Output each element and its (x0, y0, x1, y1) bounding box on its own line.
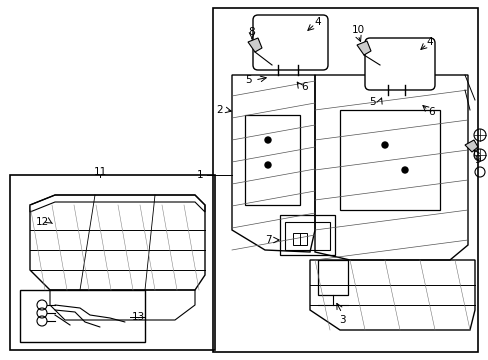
Circle shape (401, 167, 407, 173)
FancyBboxPatch shape (364, 38, 434, 90)
Bar (244, 115, 299, 205)
Text: 9: 9 (474, 155, 480, 165)
Text: 5: 5 (369, 97, 376, 107)
Bar (213, 8, 477, 352)
Text: 6: 6 (301, 82, 307, 92)
Bar (20, 290, 145, 342)
Text: 5: 5 (244, 75, 251, 85)
Polygon shape (247, 38, 262, 52)
Text: 3: 3 (338, 315, 345, 325)
Text: 7: 7 (264, 235, 271, 245)
Bar (285, 222, 329, 250)
Circle shape (381, 142, 387, 148)
Bar (280, 215, 334, 255)
Text: 10: 10 (351, 25, 364, 35)
Text: 11: 11 (93, 167, 106, 177)
Circle shape (264, 137, 270, 143)
Bar (317, 260, 347, 295)
Text: 4: 4 (426, 37, 432, 47)
Polygon shape (464, 140, 477, 152)
Circle shape (264, 162, 270, 168)
Bar (10, 175, 215, 350)
Bar (292, 233, 306, 245)
FancyBboxPatch shape (252, 15, 327, 70)
Text: 6: 6 (428, 107, 434, 117)
Text: 2: 2 (216, 105, 223, 115)
Bar (339, 110, 439, 210)
Text: 4: 4 (314, 17, 321, 27)
Text: 12: 12 (35, 217, 48, 227)
Text: 13: 13 (131, 312, 144, 322)
Text: 1: 1 (196, 170, 203, 180)
Text: 8: 8 (248, 27, 255, 37)
Polygon shape (356, 41, 370, 55)
